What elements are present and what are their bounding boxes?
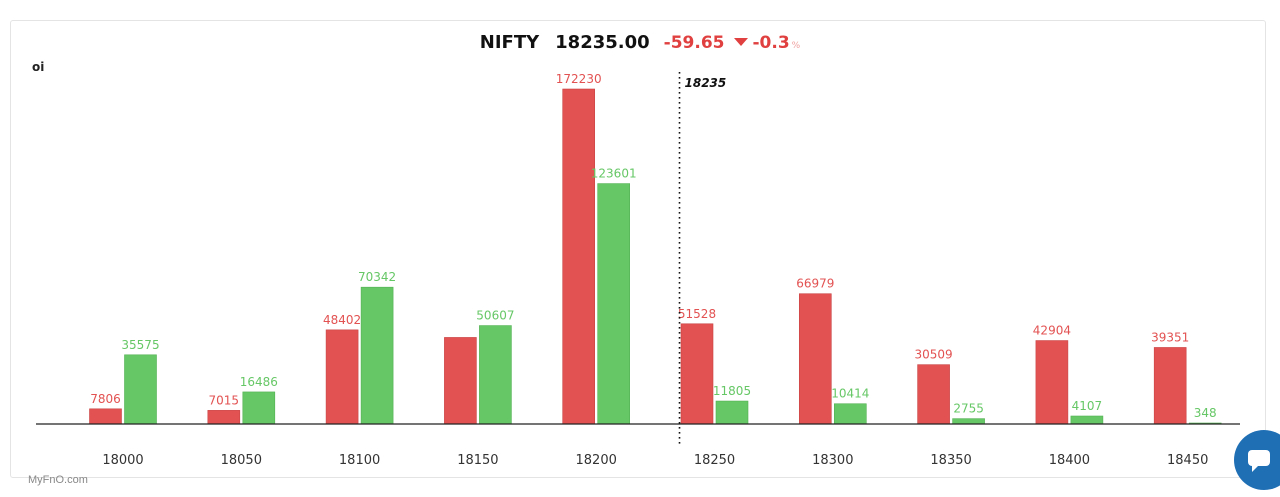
x-tick-label-18050: 18050 bbox=[221, 453, 262, 468]
put-oi-bar-18350 bbox=[952, 418, 985, 425]
price-value: 18235.00 bbox=[555, 32, 650, 53]
change-percent: -0.3 bbox=[752, 33, 790, 53]
put-oi-label-18100: 70342 bbox=[358, 270, 396, 284]
call-oi-bar-18200 bbox=[562, 88, 596, 425]
call-oi-label-18450: 39351 bbox=[1151, 330, 1189, 344]
put-oi-bar-18050 bbox=[242, 391, 276, 425]
x-tick-label-18400: 18400 bbox=[1049, 453, 1090, 468]
x-tick-label-18450: 18450 bbox=[1167, 453, 1208, 468]
chat-button[interactable] bbox=[1234, 430, 1280, 490]
put-oi-label-18450: 348 bbox=[1194, 406, 1217, 420]
x-tick-label-18000: 18000 bbox=[102, 453, 143, 468]
put-oi-bar-18100 bbox=[360, 286, 394, 425]
symbol-label: NIFTY bbox=[479, 32, 540, 53]
call-oi-label-18400: 42904 bbox=[1033, 324, 1071, 338]
spot-price-label: 18235 bbox=[685, 76, 727, 90]
put-oi-bar-18000 bbox=[124, 354, 157, 425]
percent-sign: % bbox=[791, 41, 801, 51]
put-oi-bar-18250 bbox=[715, 400, 749, 425]
call-oi-bar-18450 bbox=[1153, 347, 1187, 425]
put-oi-label-18400: 4107 bbox=[1072, 399, 1103, 413]
call-oi-label-18000: 7806 bbox=[90, 392, 121, 406]
call-oi-bar-18150 bbox=[444, 337, 477, 425]
put-oi-bar-18400 bbox=[1070, 415, 1104, 425]
put-oi-label-18050: 16486 bbox=[240, 375, 278, 389]
call-oi-label-18300: 66979 bbox=[796, 277, 834, 291]
call-oi-bar-18250 bbox=[680, 323, 714, 425]
x-tick-label-18350: 18350 bbox=[930, 453, 971, 468]
triangle-down-icon bbox=[734, 38, 749, 46]
call-oi-label-18250: 51528 bbox=[678, 307, 716, 321]
call-oi-label-18050: 7015 bbox=[209, 393, 240, 407]
change-value: -59.65 bbox=[663, 33, 725, 53]
watermark: MyFnO.com bbox=[28, 474, 88, 486]
call-oi-label-18100: 48402 bbox=[323, 313, 361, 327]
call-oi-bar-18400 bbox=[1035, 340, 1069, 425]
x-tick-label-18150: 18150 bbox=[457, 453, 498, 468]
put-oi-label-18250: 11805 bbox=[713, 384, 751, 398]
put-oi-bar-18200 bbox=[597, 183, 631, 425]
put-oi-label-18200: 123601 bbox=[591, 167, 637, 181]
call-oi-label-18350: 30509 bbox=[915, 348, 953, 362]
x-tick-label-18300: 18300 bbox=[812, 453, 853, 468]
x-tick-label-18100: 18100 bbox=[339, 453, 380, 468]
chat-bubble-icon bbox=[1248, 450, 1270, 472]
x-tick-label-18200: 18200 bbox=[576, 453, 617, 468]
x-tick-label-18250: 18250 bbox=[694, 453, 735, 468]
put-oi-bar-18300 bbox=[833, 403, 867, 425]
call-oi-bar-18300 bbox=[798, 293, 832, 425]
call-oi-label-18200: 172230 bbox=[556, 72, 602, 86]
call-oi-bar-18100 bbox=[325, 329, 359, 425]
put-oi-bar-18150 bbox=[479, 325, 512, 425]
put-oi-label-18300: 10414 bbox=[831, 387, 869, 401]
call-oi-bar-18050 bbox=[207, 410, 241, 425]
put-oi-label-18000: 35575 bbox=[121, 338, 159, 352]
call-oi-bar-18000 bbox=[89, 408, 122, 425]
chart-header: NIFTY 18235.00 -59.65 -0.3 % bbox=[0, 32, 1280, 53]
put-oi-label-18150: 50607 bbox=[476, 309, 514, 323]
put-oi-label-18350: 2755 bbox=[953, 402, 984, 416]
y-axis-label: oi bbox=[32, 60, 45, 74]
call-oi-bar-18350 bbox=[917, 364, 950, 425]
